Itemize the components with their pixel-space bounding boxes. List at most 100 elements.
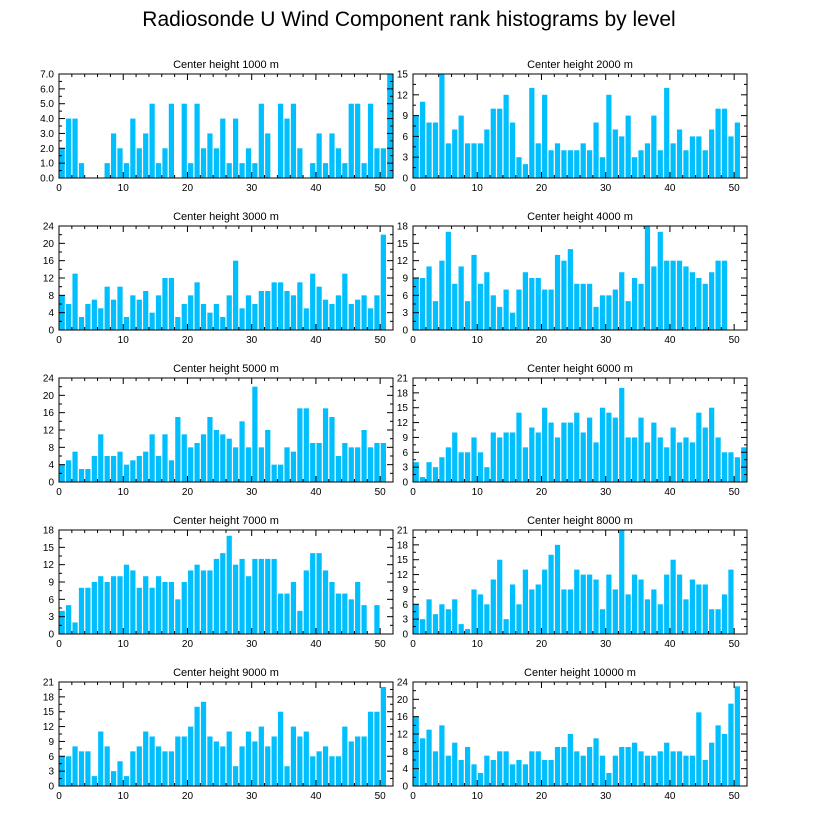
- histogram-bar: [625, 301, 631, 330]
- histogram-bar: [181, 434, 187, 482]
- histogram-bar: [98, 731, 104, 786]
- y-tick-label: 24: [43, 222, 55, 233]
- histogram-bar: [98, 434, 104, 482]
- histogram-bar: [439, 457, 445, 482]
- histogram-bar: [676, 574, 683, 634]
- histogram-bar: [200, 701, 207, 786]
- histogram-bar: [644, 442, 651, 482]
- histogram-bar: [72, 118, 78, 178]
- x-tick-label: 50: [729, 639, 741, 650]
- histogram-bar: [361, 295, 367, 330]
- histogram-bar: [599, 157, 606, 178]
- y-tick-label: 16: [43, 256, 55, 267]
- histogram-bar: [683, 599, 689, 634]
- histogram-bar: [245, 576, 252, 634]
- histogram-bar: [484, 604, 490, 634]
- histogram-bar: [374, 295, 380, 330]
- histogram-bar: [213, 430, 219, 482]
- histogram-bar: [670, 143, 676, 178]
- histogram-bar: [432, 122, 439, 178]
- histogram-bar: [580, 574, 586, 634]
- y-tick-label: 9: [402, 111, 408, 122]
- y-tick-label: 9: [402, 433, 408, 444]
- y-tick-label: 18: [397, 388, 409, 399]
- x-tick-label: 10: [472, 639, 484, 650]
- histogram-bar: [258, 103, 264, 178]
- x-tick-label: 0: [56, 791, 62, 802]
- histogram-bar: [503, 289, 509, 330]
- histogram-bar: [631, 742, 638, 786]
- histogram-bar: [587, 417, 593, 482]
- histogram-bar: [329, 582, 335, 634]
- histogram-bar: [657, 437, 663, 482]
- histogram-bar: [702, 427, 708, 482]
- y-tick-label: 0: [402, 478, 408, 489]
- y-tick-label: 21: [397, 374, 409, 385]
- histogram-bar: [110, 299, 117, 330]
- histogram-bar: [136, 299, 142, 330]
- histogram-bar: [593, 442, 599, 482]
- histogram-bar: [561, 747, 567, 786]
- y-tick-label: 20: [43, 391, 55, 402]
- histogram-bar: [542, 407, 548, 482]
- histogram-bar: [721, 594, 728, 634]
- histogram-bar: [561, 260, 567, 330]
- histogram-bar: [78, 751, 85, 786]
- histogram-bar: [226, 535, 232, 634]
- histogram-bar: [233, 118, 239, 178]
- histogram-bar: [567, 422, 573, 482]
- histogram-bar: [445, 609, 451, 634]
- histogram-bar: [458, 760, 464, 786]
- histogram-bar: [554, 143, 561, 178]
- y-tick-label: 9: [402, 274, 408, 285]
- histogram-bar: [529, 427, 535, 482]
- histogram-bar: [619, 747, 625, 786]
- histogram-bar: [728, 452, 734, 482]
- histogram-bar: [380, 234, 386, 330]
- x-tick-label: 30: [246, 183, 258, 194]
- histogram-bar: [625, 747, 631, 786]
- histogram-bar: [226, 163, 232, 178]
- histogram-bar: [110, 576, 117, 634]
- histogram-bar: [265, 430, 271, 482]
- histogram-bar: [477, 143, 484, 178]
- histogram-bar: [149, 103, 155, 178]
- histogram-bar: [670, 559, 676, 634]
- x-tick-label: 40: [664, 183, 676, 194]
- histogram-bar: [59, 610, 65, 634]
- y-tick-label: 18: [43, 692, 55, 703]
- histogram-bar: [200, 148, 207, 178]
- y-tick-label: 4.0: [40, 114, 54, 125]
- histogram-bar: [529, 278, 535, 330]
- histogram-bar: [104, 582, 110, 634]
- y-tick-label: 6.0: [40, 84, 54, 95]
- histogram-bar: [245, 148, 252, 178]
- x-tick-label: 10: [118, 183, 130, 194]
- histogram-bar: [638, 417, 644, 482]
- histogram-bar: [503, 619, 509, 634]
- histogram-bar: [445, 143, 451, 178]
- y-tick-label: 0: [48, 782, 54, 793]
- y-tick-label: 12: [43, 426, 55, 437]
- histogram-bar: [188, 570, 194, 634]
- histogram-bar: [522, 569, 529, 634]
- histogram-bar: [361, 736, 367, 786]
- histogram-bar: [657, 150, 663, 178]
- histogram-bar: [702, 584, 708, 634]
- y-tick-label: 4: [48, 460, 54, 471]
- histogram-bar: [143, 133, 149, 178]
- x-tick-label: 20: [536, 639, 548, 650]
- histogram-bar: [490, 432, 496, 482]
- histogram-bar: [709, 129, 715, 178]
- histogram-bar: [452, 599, 458, 634]
- histogram-bar: [664, 260, 670, 330]
- histogram-bar: [561, 589, 567, 634]
- histogram-bar: [297, 736, 303, 786]
- histogram-bar: [271, 282, 277, 330]
- histogram-bar: [484, 467, 490, 482]
- y-tick-label: 12: [397, 570, 409, 581]
- histogram-bar: [522, 447, 529, 482]
- histogram-bar: [625, 594, 631, 634]
- histogram-bar: [66, 605, 72, 634]
- histogram-bar: [355, 447, 361, 482]
